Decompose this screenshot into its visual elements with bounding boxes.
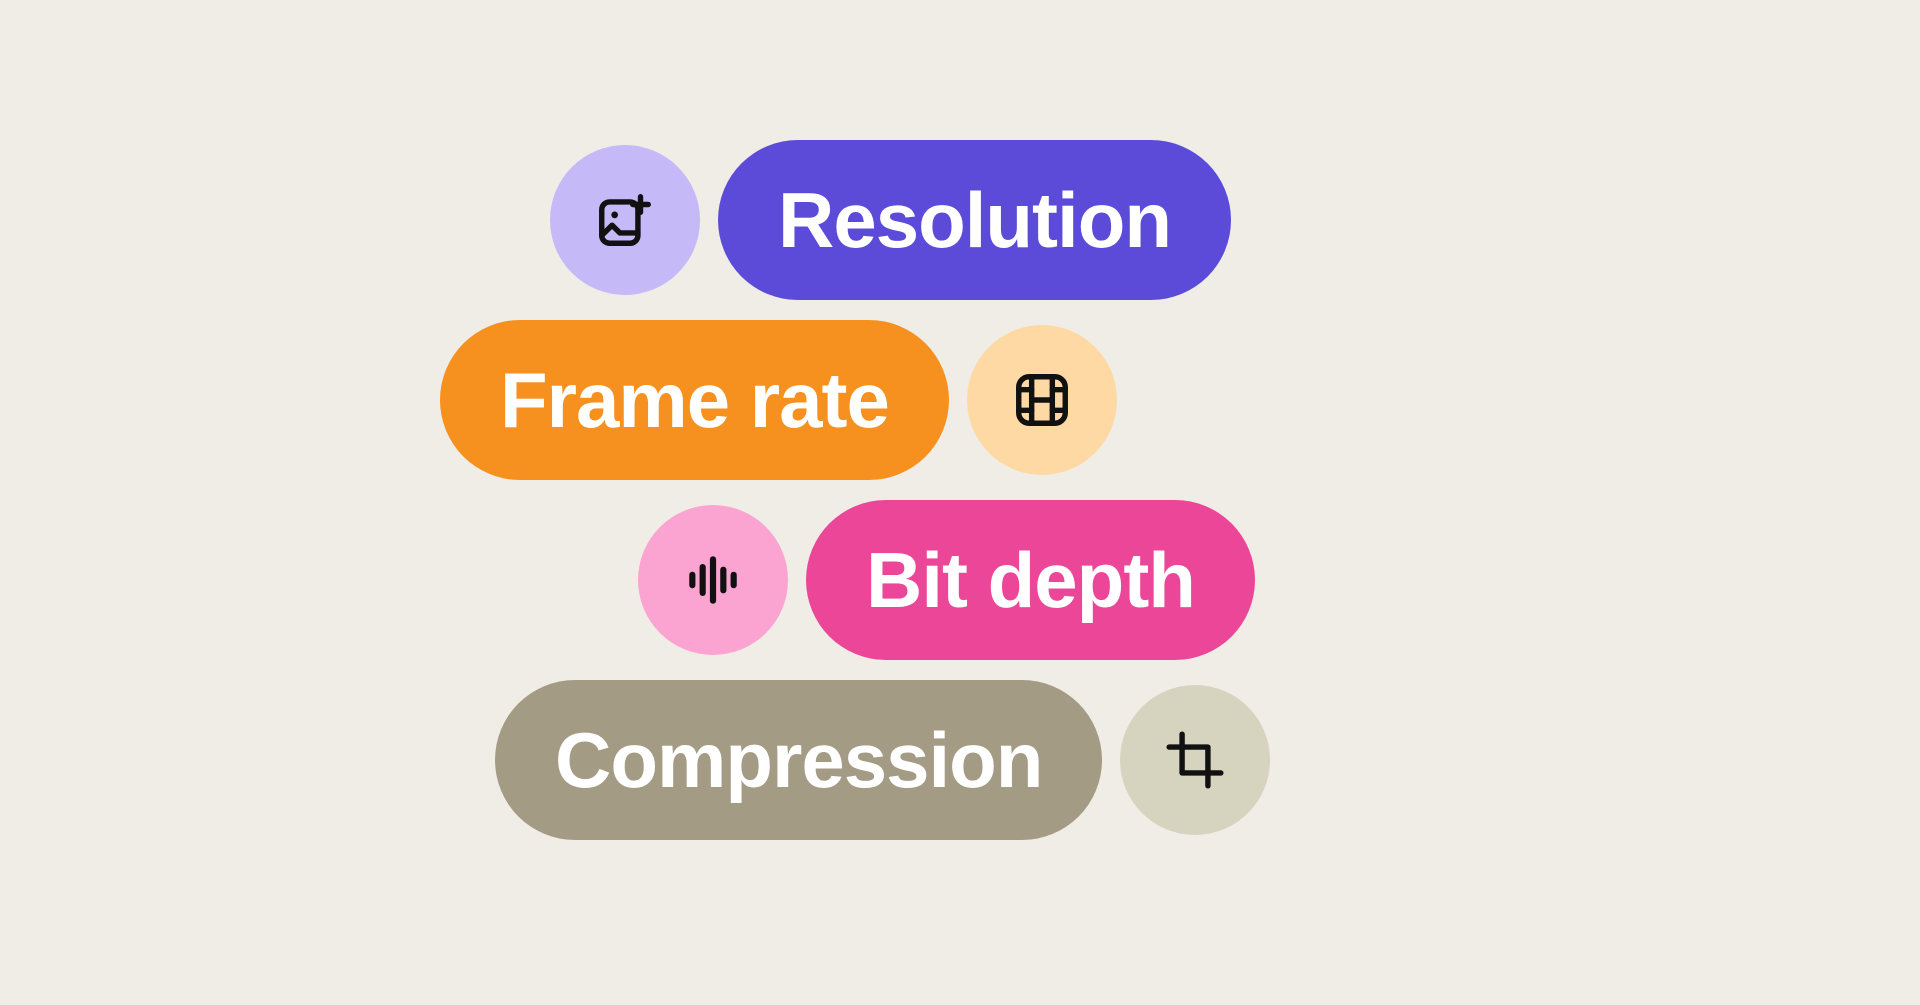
pill-label: Compression — [555, 721, 1042, 799]
image-plus-icon — [550, 145, 700, 295]
pill-resolution: Resolution — [718, 140, 1231, 300]
infographic-canvas: Resolution Frame rate Bit depth Compressio… — [0, 0, 1920, 1005]
pill-frame-rate: Frame rate — [440, 320, 949, 480]
pill-label: Bit depth — [866, 541, 1195, 619]
pill-label: Resolution — [778, 181, 1171, 259]
crop-icon — [1120, 685, 1270, 835]
pill-compression: Compression — [495, 680, 1102, 840]
pill-label: Frame rate — [500, 361, 889, 439]
audio-lines-icon — [638, 505, 788, 655]
row-compression: Compression — [495, 680, 1270, 840]
row-bit-depth: Bit depth — [638, 500, 1255, 660]
film-icon — [967, 325, 1117, 475]
row-frame-rate: Frame rate — [440, 320, 1117, 480]
row-resolution: Resolution — [550, 140, 1231, 300]
pill-bit-depth: Bit depth — [806, 500, 1255, 660]
